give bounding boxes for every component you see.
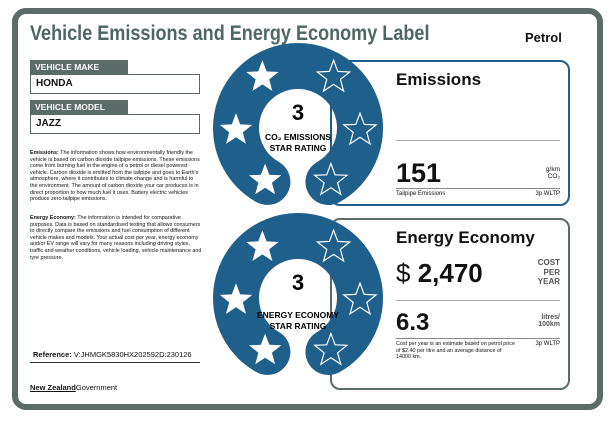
- reference-rule: [30, 362, 200, 363]
- cost-label: COST PER YEAR: [538, 258, 560, 287]
- emissions-value: 151: [396, 158, 442, 188]
- rating-label: ENERGY ECONOMY: [257, 310, 339, 320]
- footer: New ZealandGovernment: [30, 383, 117, 392]
- rule: [396, 338, 560, 339]
- star: [315, 228, 352, 263]
- info-text: The information is intended for comparat…: [30, 215, 202, 261]
- emissions-standard: 3p WLTP: [535, 191, 560, 197]
- rating-label: STAR RATING: [270, 143, 327, 153]
- energy-info: Energy Economy: The information is inten…: [30, 215, 202, 261]
- emissions-unit: g/km CO₂: [546, 166, 560, 180]
- cost-label-line: YEAR: [537, 277, 560, 286]
- rule: [396, 188, 560, 189]
- info-label: Energy Economy:: [30, 215, 76, 221]
- make-value: HONDA: [30, 74, 200, 94]
- star: [249, 163, 282, 195]
- info-label: Emissions:: [30, 150, 59, 156]
- star: [342, 281, 378, 316]
- consumption-unit: litres/100km: [538, 314, 560, 328]
- info-text: The information shows how environmentall…: [30, 150, 200, 203]
- reference-value: V:JHMGK5830HX202592D:230126: [73, 350, 192, 359]
- reference: Reference: V:JHMGK5830HX202592D:230126: [33, 350, 192, 359]
- consumption-value: 6.3: [396, 309, 430, 336]
- star: [249, 333, 282, 365]
- rating-label: STAR RATING: [270, 321, 327, 331]
- model-header: VEHICLE MODEL: [30, 100, 128, 114]
- model-value: JAZZ: [30, 114, 200, 134]
- unit-line: litres/: [541, 314, 560, 321]
- star: [219, 283, 253, 314]
- fuel-type: Petrol: [525, 30, 562, 45]
- emissions-title: Emissions: [396, 70, 482, 89]
- unit-line: CO₂: [547, 173, 560, 180]
- cost-label-line: PER: [543, 267, 560, 277]
- star: [313, 331, 349, 366]
- unit-line: g/km: [545, 166, 560, 173]
- emissions-caption: Tailpipe Emissions: [396, 191, 446, 197]
- rule: [396, 300, 560, 301]
- footer-org: Government: [75, 383, 118, 392]
- star: [219, 113, 253, 144]
- label-frame: [12, 8, 603, 410]
- star: [315, 58, 352, 93]
- energy-title: Energy Economy: [396, 228, 535, 247]
- cost-label-line: COST: [537, 258, 560, 267]
- star: [246, 60, 279, 91]
- star: [313, 161, 349, 196]
- star: [342, 111, 378, 146]
- rating-label: CO₂ EMISSIONS: [265, 132, 331, 142]
- emissions-info: Emissions: The information shows how env…: [30, 150, 202, 203]
- make-header: VEHICLE MAKE: [30, 60, 128, 74]
- energy-standard: 3p WLTP: [535, 341, 560, 347]
- rule: [396, 140, 560, 141]
- cost: $ 2,470: [396, 258, 483, 289]
- rating-value: 3: [292, 270, 304, 295]
- footer-country: New Zealand: [30, 383, 76, 392]
- currency: $: [396, 258, 411, 288]
- unit-line: 100km: [538, 321, 560, 328]
- energy-note: Cost per year is an estimate based on pe…: [396, 341, 515, 361]
- reference-label: Reference:: [33, 350, 72, 359]
- star: [246, 230, 279, 261]
- rating-value: 3: [292, 100, 304, 125]
- title: Vehicle Emissions and Energy Economy Lab…: [30, 22, 430, 45]
- cost-value: 2,470: [417, 258, 483, 288]
